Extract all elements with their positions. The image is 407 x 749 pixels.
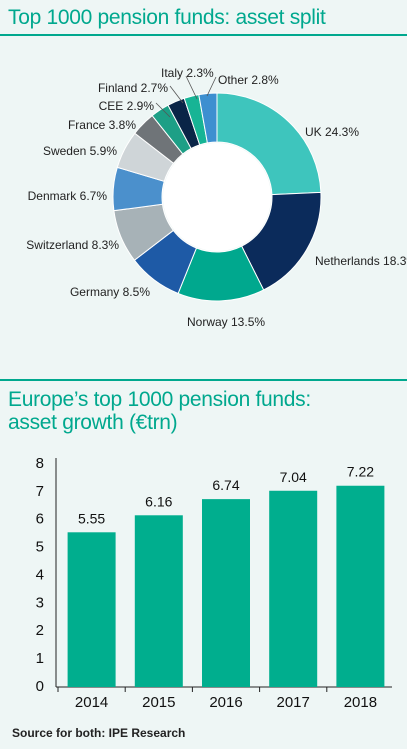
x-tick-label: 2017	[277, 694, 310, 711]
pie-label-cee: CEE 2.9%	[99, 99, 155, 113]
y-tick-label: 7	[36, 483, 44, 500]
bar-chart-title-line: asset growth (€trn)	[8, 411, 178, 434]
x-tick-label: 2015	[142, 694, 175, 711]
pie-leader-line	[206, 76, 217, 97]
pie-slice-other	[198, 92, 218, 144]
pie-leader-line	[155, 102, 171, 118]
bar-2017	[269, 490, 318, 687]
pie-label-italy: Italy 2.3%	[161, 66, 214, 80]
bar-value-label: 5.55	[78, 510, 105, 526]
pie-leader-line	[185, 75, 198, 100]
bar-chart-title-line: Europe’s top 1000 pension funds:	[8, 388, 311, 411]
title-divider	[0, 379, 407, 381]
pie-label-netherlands: Netherlands 18.3%	[315, 254, 407, 268]
x-tick-label: 2014	[75, 694, 108, 711]
bar-2018	[336, 485, 385, 687]
title-divider	[0, 34, 407, 36]
bar-value-label: 7.22	[347, 464, 374, 480]
y-tick-label: 0	[36, 678, 44, 695]
pie-label-germany: Germany 8.5%	[70, 285, 150, 299]
x-tick-label: 2016	[209, 694, 242, 711]
y-tick-label: 8	[36, 455, 44, 472]
pie-label-finland: Finland 2.7%	[98, 81, 168, 95]
y-tick-label: 1	[36, 650, 44, 667]
bar-2015	[134, 515, 183, 687]
source-note: Source for both: IPE Research	[12, 726, 186, 740]
y-tick-label: 5	[36, 539, 44, 556]
pie-label-switzerland: Switzerland 8.3%	[26, 238, 119, 252]
bar-2016	[202, 499, 250, 687]
pie-label-sweden: Sweden 5.9%	[43, 144, 117, 158]
bar-chart-title: Europe’s top 1000 pension funds: asset gr…	[8, 388, 311, 434]
x-tick-label: 2018	[344, 694, 377, 711]
bar-value-label: 6.74	[212, 477, 239, 493]
y-tick-label: 2	[36, 622, 44, 639]
pie-chart-title: Top 1000 pension funds: asset split	[8, 6, 326, 29]
pie-label-denmark: Denmark 6.7%	[28, 189, 108, 203]
donut-hole	[163, 143, 271, 251]
y-tick-label: 4	[36, 566, 44, 583]
pie-label-france: France 3.8%	[68, 118, 136, 132]
bar-value-label: 6.16	[145, 493, 172, 509]
bar-value-label: 7.04	[280, 469, 307, 485]
pie-label-other: Other 2.8%	[218, 73, 279, 87]
y-tick-label: 6	[36, 511, 44, 528]
bar-2014	[67, 532, 116, 687]
pie-leader-line	[169, 85, 184, 104]
pie-slice-uk	[216, 92, 322, 196]
pie-label-uk: UK 24.3%	[305, 125, 359, 139]
pie-chart: UK 24.3% Netherlands 18.3% Norway 13.5% Ger…	[26, 66, 407, 329]
y-tick-label: 3	[36, 594, 44, 611]
pie-label-norway: Norway 13.5%	[187, 315, 265, 329]
